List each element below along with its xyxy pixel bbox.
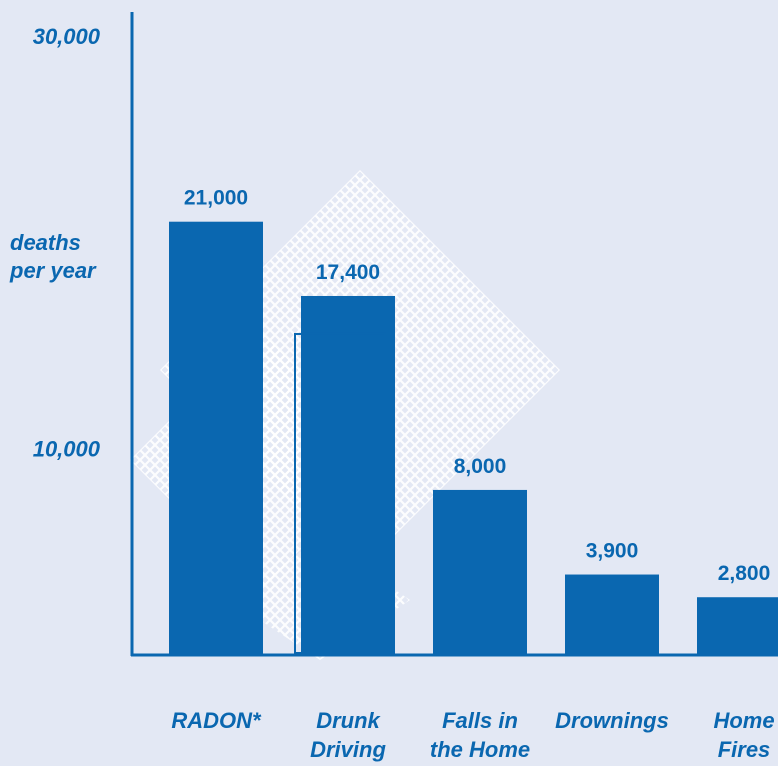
y-axis-label: deaths per year	[9, 230, 97, 283]
value-label-2: 8,000	[454, 455, 507, 478]
category-label-2: Falls in the Home	[430, 708, 530, 762]
y-tick-label-0: 30,000	[33, 24, 101, 49]
value-label-0: 21,000	[184, 187, 248, 210]
bar-3	[565, 574, 659, 655]
bar-4	[697, 597, 778, 655]
bar-0	[169, 221, 263, 655]
value-label-3: 3,900	[586, 540, 639, 563]
category-label-1: Drunk Driving	[310, 708, 386, 762]
category-label-4: Home Fires	[713, 708, 774, 762]
axes	[130, 12, 778, 657]
bars	[169, 221, 778, 655]
value-label-4: 2,800	[718, 562, 771, 585]
bar-2	[433, 489, 527, 655]
y-tick-label-1: 10,000	[33, 437, 101, 462]
bar-outline-accent	[294, 332, 386, 654]
category-label-0: RADON*	[171, 708, 262, 733]
bar-1	[301, 295, 395, 655]
value-label-1: 17,400	[316, 261, 380, 284]
category-label-3: Drownings	[555, 708, 669, 733]
labels: 21,000 17,400 8,000 3,900 2,800 30,000 10,000 d…	[9, 24, 775, 762]
